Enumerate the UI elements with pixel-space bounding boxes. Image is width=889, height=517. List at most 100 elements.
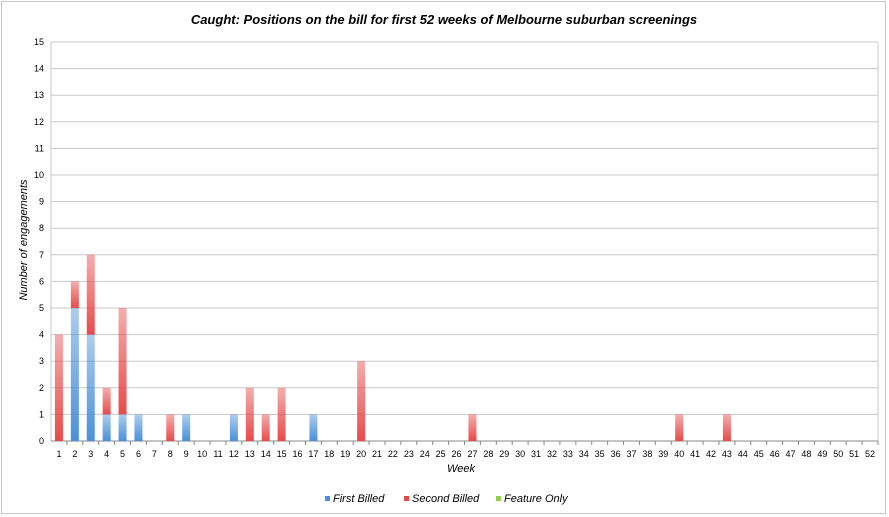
x-tick-label: 26 (452, 449, 462, 459)
x-tick-label: 37 (626, 449, 636, 459)
x-tick-label: 27 (467, 449, 477, 459)
y-axis-label: Number of engagements (18, 179, 30, 301)
bar-second-billed (277, 387, 286, 441)
y-tick-label: 15 (34, 37, 44, 47)
x-tick-label: 7 (152, 449, 157, 459)
x-tick-label: 51 (849, 449, 859, 459)
x-tick-label: 41 (690, 449, 700, 459)
x-tick-label: 44 (738, 449, 748, 459)
bar-first-billed (309, 414, 318, 441)
x-tick-label: 9 (184, 449, 189, 459)
x-tick-label: 49 (817, 449, 827, 459)
y-tick-label: 8 (39, 223, 44, 233)
x-tick-label: 6 (136, 449, 141, 459)
x-tick-label: 46 (770, 449, 780, 459)
x-tick-label: 18 (324, 449, 334, 459)
legend-swatch (404, 496, 409, 501)
x-tick-label: 23 (404, 449, 414, 459)
y-tick-label: 3 (39, 356, 44, 366)
x-tick-label: 39 (658, 449, 668, 459)
y-tick-label: 10 (34, 170, 44, 180)
bar-first-billed (134, 414, 143, 441)
bar-second-billed (118, 308, 127, 415)
x-tick-label: 11 (213, 449, 222, 459)
bar-first-billed (86, 334, 95, 441)
x-axis-label: Week (447, 463, 475, 475)
x-tick-label: 10 (197, 449, 207, 459)
x-tick-label: 48 (801, 449, 811, 459)
bar-second-billed (357, 361, 366, 441)
x-tick-label: 3 (88, 449, 93, 459)
legend-swatch (325, 496, 330, 501)
x-tick-label: 14 (261, 449, 271, 459)
x-tick-label: 12 (229, 449, 239, 459)
y-tick-label: 9 (39, 197, 44, 207)
bars (54, 254, 731, 441)
legend-label: Second Billed (412, 493, 480, 505)
x-tick-label: 2 (72, 449, 77, 459)
x-tick-label: 33 (563, 449, 573, 459)
bar-second-billed (245, 387, 254, 441)
bar-first-billed (70, 308, 79, 441)
y-tick-label: 5 (39, 303, 44, 313)
x-tick-label: 24 (420, 449, 430, 459)
x-tick-label: 45 (754, 449, 764, 459)
x-tick-label: 47 (786, 449, 796, 459)
x-tick-label: 43 (722, 449, 732, 459)
x-tick-label: 36 (611, 449, 621, 459)
y-tick-label: 7 (39, 250, 44, 260)
bar-second-billed (722, 414, 731, 441)
bar-second-billed (468, 414, 477, 441)
bar-second-billed (102, 387, 111, 415)
bar-second-billed (54, 334, 63, 441)
bar-second-billed (675, 414, 684, 441)
chart-title: Caught: Positions on the bill for first … (191, 12, 697, 27)
x-tick-label: 30 (515, 449, 525, 459)
gridlines (50, 41, 879, 442)
x-tick-label: 19 (340, 449, 350, 459)
legend-swatch (496, 496, 501, 501)
y-tick-label: 4 (39, 330, 44, 340)
bar-first-billed (118, 414, 127, 441)
y-tick-label: 11 (35, 143, 44, 153)
legend-label: Feature Only (504, 493, 569, 505)
bar-first-billed (182, 414, 191, 441)
legend: First Billed Second Billed Feature Only (325, 493, 569, 505)
x-tick-label: 25 (436, 449, 446, 459)
x-tick-label: 21 (372, 449, 382, 459)
x-tick-label: 35 (595, 449, 605, 459)
bar-second-billed (166, 414, 175, 441)
x-tick-label: 4 (104, 449, 109, 459)
y-tick-label: 14 (34, 64, 44, 74)
x-tick-label: 40 (674, 449, 684, 459)
bar-first-billed (102, 414, 111, 441)
x-tick-label: 17 (308, 449, 318, 459)
x-tick-label: 34 (579, 449, 589, 459)
y-tick-label: 12 (34, 117, 44, 127)
x-tick-label: 29 (499, 449, 509, 459)
x-tick-labels: 1 2 3 4 5 6 7 8 9 10 11 12 13 14 15 16 17 18 19 20 21 22 23 24 2… (56, 441, 879, 459)
y-tick-label: 2 (39, 383, 44, 393)
y-tick-label: 6 (39, 276, 44, 286)
x-tick-label: 42 (706, 449, 716, 459)
bar-second-billed (261, 414, 270, 441)
x-tick-label: 8 (168, 449, 173, 459)
y-tick-label: 13 (34, 90, 44, 100)
x-tick-label: 13 (245, 449, 255, 459)
x-tick-label: 38 (642, 449, 652, 459)
y-tick-label: 0 (39, 436, 44, 446)
x-tick-label: 50 (833, 449, 843, 459)
x-tick-label: 16 (293, 449, 303, 459)
x-tick-label: 31 (531, 449, 541, 459)
x-tick-label: 52 (865, 449, 875, 459)
y-tick-label: 1 (39, 409, 44, 419)
bar-second-billed (70, 281, 79, 308)
bar-first-billed (229, 414, 238, 441)
x-tick-label: 32 (547, 449, 557, 459)
x-tick-label: 20 (356, 449, 366, 459)
x-tick-label: 1 (56, 449, 61, 459)
x-tick-label: 28 (483, 449, 493, 459)
